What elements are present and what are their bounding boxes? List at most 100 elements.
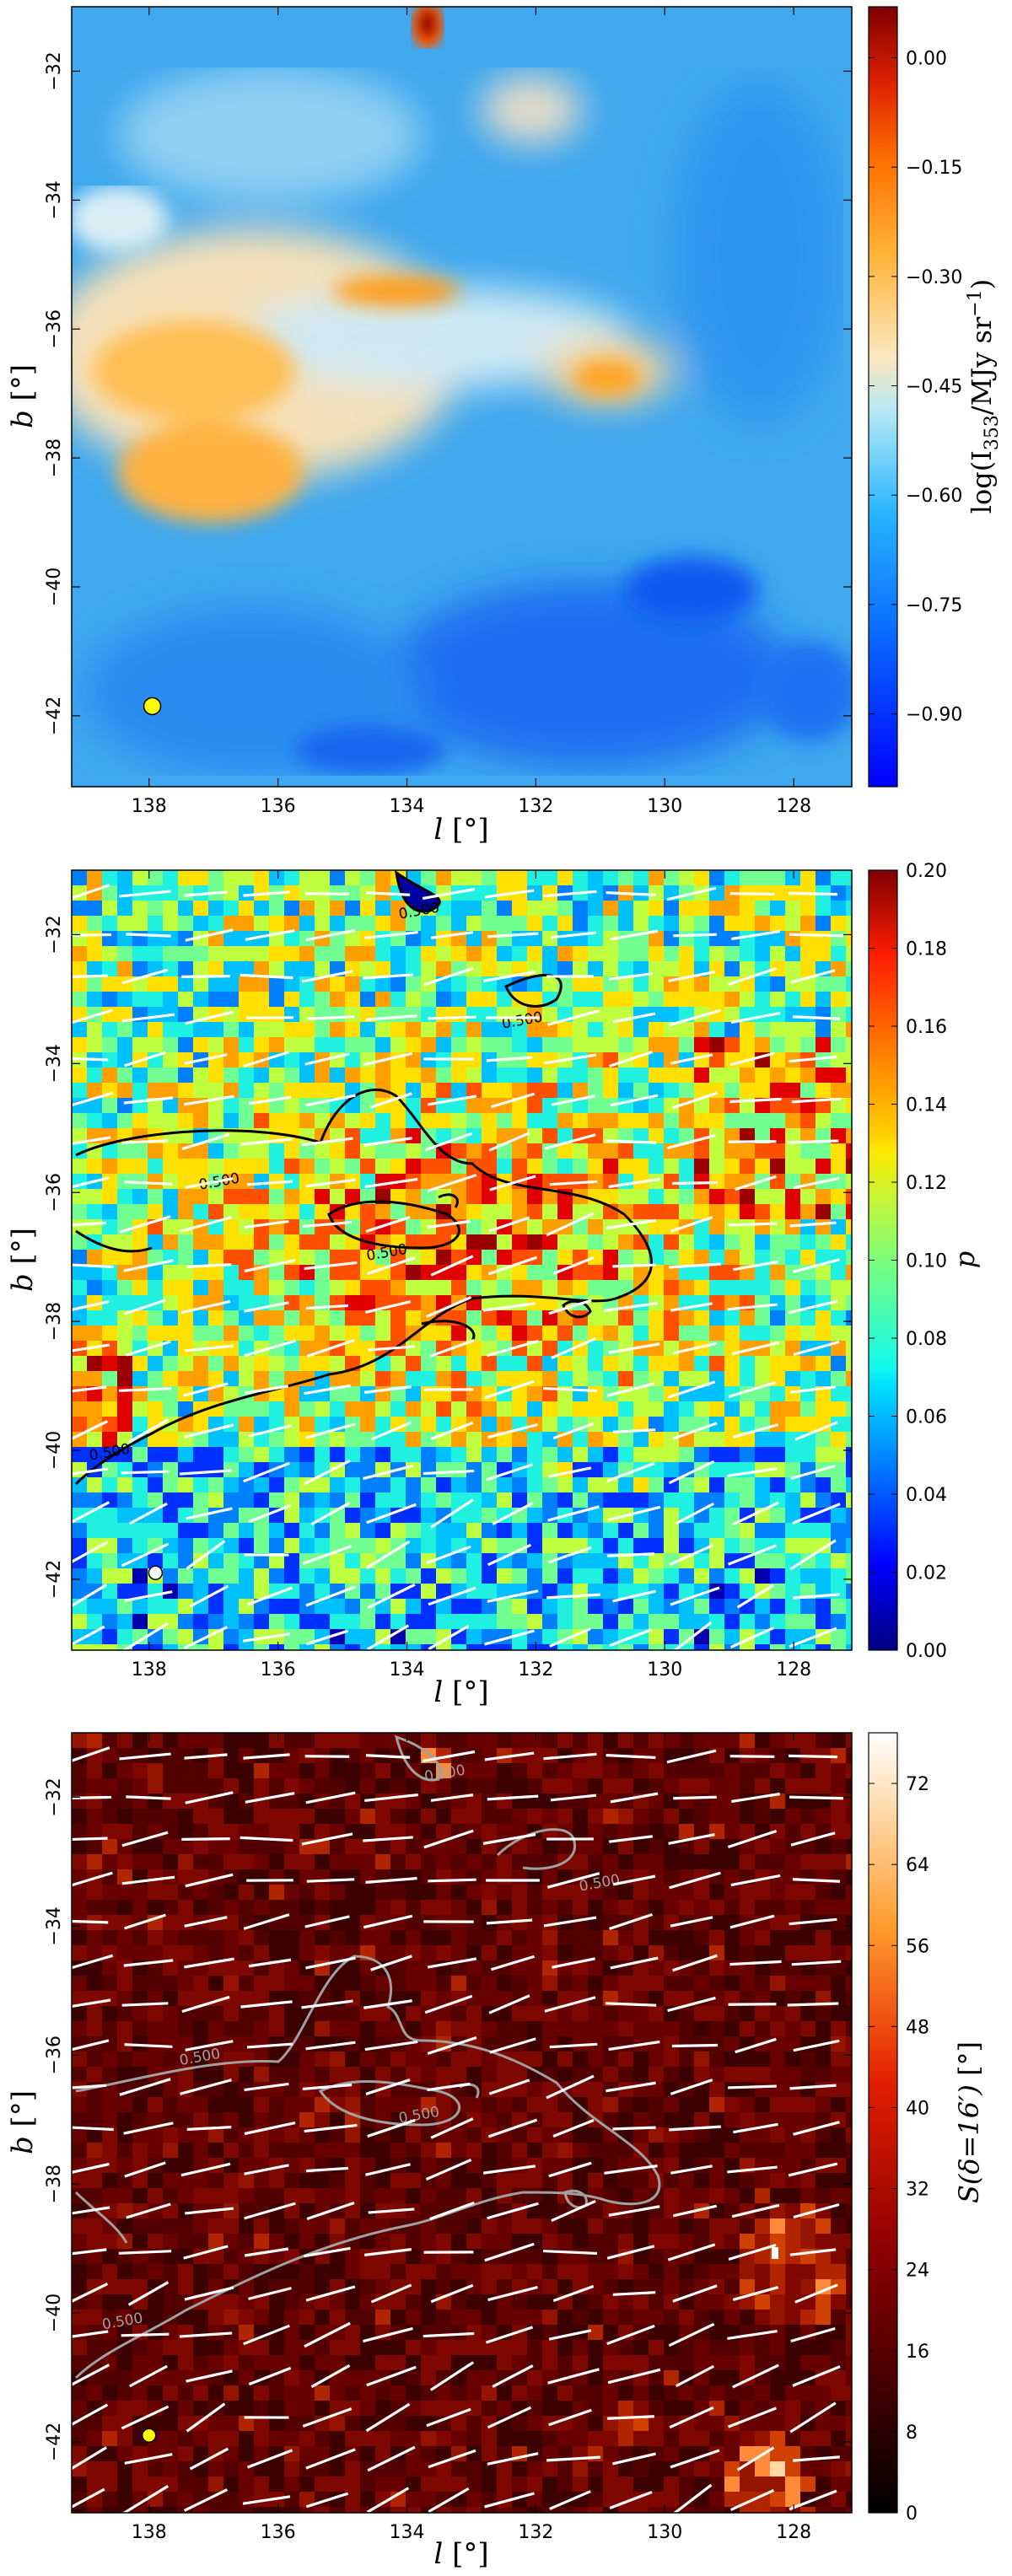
pixel	[315, 1477, 331, 1493]
pixel	[800, 870, 816, 886]
pixel	[694, 1371, 710, 1387]
pixel	[816, 2097, 832, 2113]
pixel	[740, 2234, 756, 2250]
pixel	[785, 946, 801, 962]
pixel	[163, 1763, 179, 1779]
pixel	[269, 1538, 285, 1554]
pixel	[482, 1523, 498, 1539]
pixel	[223, 1492, 240, 1508]
polarization-vector	[366, 1624, 410, 1650]
pixel	[800, 992, 816, 1008]
pixel	[466, 1960, 482, 1976]
pixel	[299, 1401, 315, 1417]
pixel	[178, 1523, 194, 1539]
pixel	[482, 1447, 498, 1463]
pixel	[421, 1022, 437, 1038]
pixel	[664, 2097, 680, 2113]
pixel	[694, 2036, 710, 2052]
pixel	[846, 992, 852, 1008]
pixel	[573, 2021, 589, 2037]
pixel	[148, 992, 164, 1008]
pixel	[512, 2249, 528, 2265]
pixel	[694, 1930, 710, 1946]
pixel	[588, 1159, 604, 1175]
pixel	[178, 1568, 194, 1584]
pixel	[740, 1143, 756, 1159]
pixel	[239, 2234, 255, 2250]
pixel	[740, 2097, 756, 2113]
polarization-vector	[794, 1421, 838, 1441]
polarization-vector	[606, 890, 656, 897]
pixel	[664, 1794, 680, 1810]
pixel	[527, 1854, 543, 1870]
pixel	[208, 1960, 224, 1976]
pixel	[831, 1824, 847, 1840]
pixel	[239, 1733, 255, 1749]
pixel	[603, 1326, 619, 1342]
polarization-vector	[546, 1009, 600, 1026]
pixel	[512, 1763, 528, 1779]
pixel	[163, 1945, 179, 1961]
pixel	[542, 1599, 558, 1615]
pixel	[132, 946, 148, 962]
pixel	[542, 1568, 558, 1584]
pixel	[724, 1159, 740, 1175]
pixel	[102, 1295, 118, 1311]
pixel	[573, 1477, 589, 1493]
pixel	[87, 1900, 103, 1916]
pixel	[709, 1508, 725, 1524]
pixel	[573, 1326, 589, 1342]
pixel	[816, 1310, 832, 1326]
pixel	[239, 1356, 255, 1372]
pixel	[557, 1128, 573, 1144]
pixel	[390, 1763, 406, 1779]
pixel	[451, 2143, 467, 2159]
pixel	[709, 1189, 725, 1205]
pixel	[132, 992, 148, 1008]
pixel	[466, 1189, 482, 1205]
pixel	[618, 992, 634, 1008]
pixel	[132, 1234, 148, 1250]
pixel	[618, 1037, 634, 1053]
pixel	[451, 1869, 467, 1885]
pixel	[618, 1492, 634, 1508]
pixel	[315, 976, 331, 992]
pixel	[785, 1007, 801, 1023]
pixel	[345, 1280, 361, 1296]
pixel	[208, 2067, 224, 2083]
pixel	[770, 1930, 786, 1946]
pixel	[178, 916, 194, 932]
pixel	[254, 1991, 270, 2007]
pixel	[709, 1809, 725, 1825]
pixel	[740, 1417, 756, 1433]
contour-0.500	[74, 870, 653, 1486]
pixel	[421, 1629, 437, 1645]
pixel	[588, 2173, 604, 2189]
pixel	[709, 1098, 725, 1114]
pixel	[375, 1629, 391, 1645]
pixel	[102, 2143, 118, 2159]
pixel	[785, 1037, 801, 1053]
pixel	[664, 2112, 680, 2128]
pixel	[785, 1189, 801, 1205]
pixel	[557, 992, 573, 1008]
pixel	[284, 1295, 300, 1311]
pixel	[497, 1083, 513, 1099]
pixel	[573, 2006, 589, 2022]
pixel	[163, 1824, 179, 1840]
pixel	[649, 1523, 665, 1539]
pixel	[573, 1900, 589, 1916]
pixel	[482, 1733, 498, 1749]
pixel	[466, 1417, 482, 1433]
pixel	[724, 2218, 740, 2235]
pixel	[299, 992, 315, 1008]
pixel	[618, 1250, 634, 1266]
pixel	[178, 1492, 194, 1508]
pixel	[482, 1538, 498, 1554]
pixel	[117, 1778, 133, 1794]
pixel	[603, 1083, 619, 1099]
pixel	[573, 1568, 589, 1584]
pixel	[785, 1386, 801, 1402]
pixel	[482, 1295, 498, 1311]
